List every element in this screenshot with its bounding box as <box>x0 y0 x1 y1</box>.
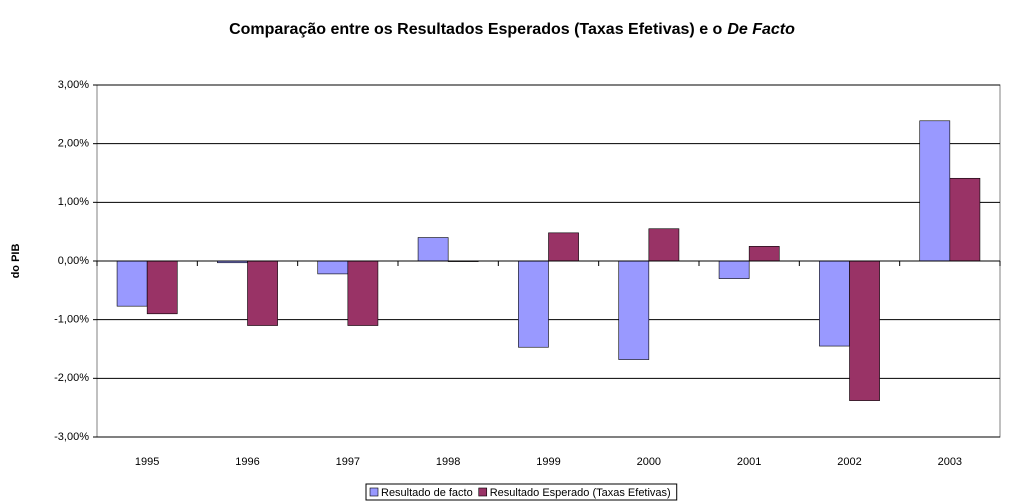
x-tick-label: 2001 <box>737 456 761 468</box>
chart-title: Comparação entre os Resultados Esperados… <box>229 21 795 38</box>
x-tick-label: 2000 <box>637 456 661 468</box>
x-tick-label: 1996 <box>235 456 259 468</box>
legend-swatch <box>369 487 379 497</box>
bar <box>648 228 680 262</box>
bar <box>849 260 880 401</box>
y-tick-label: -1,00% <box>54 314 89 326</box>
y-tick-label: 1,00% <box>58 196 89 208</box>
y-tick-label: -3,00% <box>54 431 89 443</box>
bar <box>819 260 850 347</box>
title-emphasis: De Facto <box>727 21 795 38</box>
y-axis-label: do PIB <box>10 244 22 279</box>
bar <box>919 120 951 262</box>
y-tick-label: 0,00% <box>58 255 89 267</box>
y-tick-label: 2,00% <box>58 138 89 150</box>
y-tick-label: -2,00% <box>54 372 89 384</box>
x-tick-label: 2002 <box>837 456 861 468</box>
bar <box>518 260 549 348</box>
x-tick-label: 1998 <box>436 456 460 468</box>
legend <box>365 483 678 501</box>
bar <box>548 232 579 262</box>
bar <box>718 260 750 279</box>
title-text: Comparação entre os Resultados Esperados… <box>229 21 722 38</box>
bar <box>417 237 449 262</box>
legend-swatch <box>478 487 488 497</box>
bar <box>748 246 780 262</box>
x-tick-label: 1995 <box>135 456 159 468</box>
legend-label: Resultado Esperado (Taxas Efetivas) <box>490 487 671 499</box>
legend-label: Resultado de facto <box>381 487 473 499</box>
x-tick-label: 2003 <box>938 456 962 468</box>
bar <box>347 260 379 326</box>
bar <box>146 260 178 315</box>
bar <box>247 260 278 326</box>
x-tick-label: 1999 <box>536 456 560 468</box>
y-tick-label: 3,00% <box>58 79 89 91</box>
x-tick-label: 1997 <box>336 456 360 468</box>
bar <box>116 260 148 307</box>
bar <box>618 260 650 360</box>
bar <box>949 177 981 262</box>
bar <box>317 260 349 275</box>
